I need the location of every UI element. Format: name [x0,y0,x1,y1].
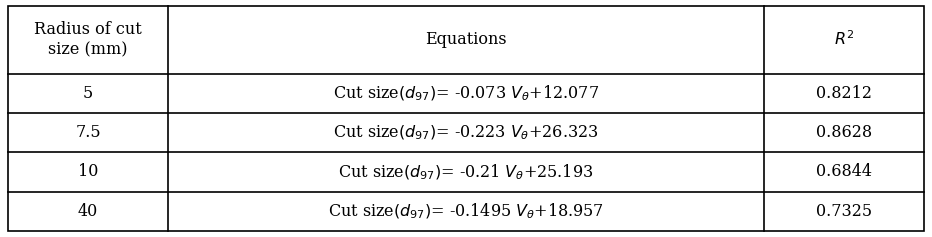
Text: 40: 40 [78,203,98,220]
Text: $R^2$: $R^2$ [834,30,854,49]
Text: Radius of cut
size (mm): Radius of cut size (mm) [34,22,142,58]
Text: Cut size$(d_{97})$= -0.1495 $V_{\theta}$+18.957: Cut size$(d_{97})$= -0.1495 $V_{\theta}$… [328,202,604,221]
Text: Equations: Equations [425,31,507,48]
Text: 0.6844: 0.6844 [816,164,871,180]
Text: Cut size$(d_{97})$= -0.21 $V_{\theta}$+25.193: Cut size$(d_{97})$= -0.21 $V_{\theta}$+2… [338,162,594,182]
Text: 0.7325: 0.7325 [816,203,872,220]
Text: 0.8212: 0.8212 [816,85,871,102]
Text: 0.8628: 0.8628 [816,124,872,141]
Text: 5: 5 [83,85,93,102]
Text: 7.5: 7.5 [75,124,101,141]
Text: Cut size$(d_{97})$= -0.223 $V_{\theta}$+26.323: Cut size$(d_{97})$= -0.223 $V_{\theta}$+… [334,123,598,142]
Text: 10: 10 [78,164,99,180]
Text: Cut size$(d_{97})$= -0.073 $V_{\theta}$+12.077: Cut size$(d_{97})$= -0.073 $V_{\theta}$+… [333,83,599,103]
